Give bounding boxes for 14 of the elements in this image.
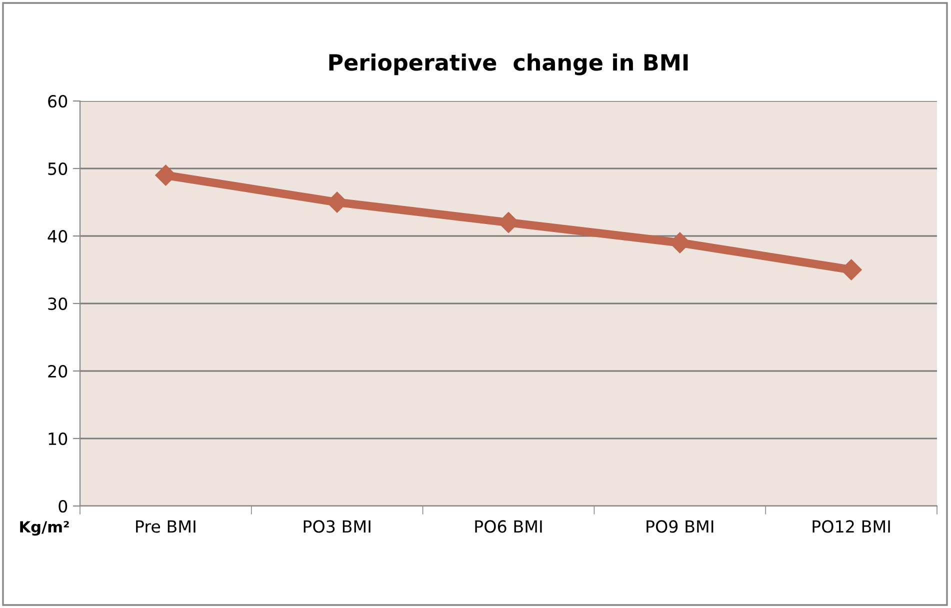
x-tick-label: PO9 BMI xyxy=(646,520,714,533)
y-tick-label: 50 xyxy=(48,162,68,176)
y-tick-label: 30 xyxy=(48,297,68,310)
y-tick-label: 20 xyxy=(48,364,68,378)
chart-title: Perioperative change in BMI xyxy=(329,54,688,76)
x-tick-label: Pre BMI xyxy=(136,520,196,533)
y-tick-label: 60 xyxy=(48,94,68,108)
x-tick-label: PO6 BMI xyxy=(475,520,542,533)
y-tick-label: 0 xyxy=(58,500,68,513)
x-tick-label: PO12 BMI xyxy=(812,520,890,533)
y-tick-label: 10 xyxy=(48,432,68,446)
x-tick-label: PO3 BMI xyxy=(304,520,370,533)
y-axis-title: Kg/m² xyxy=(20,521,69,536)
y-tick-label: 40 xyxy=(48,230,68,243)
